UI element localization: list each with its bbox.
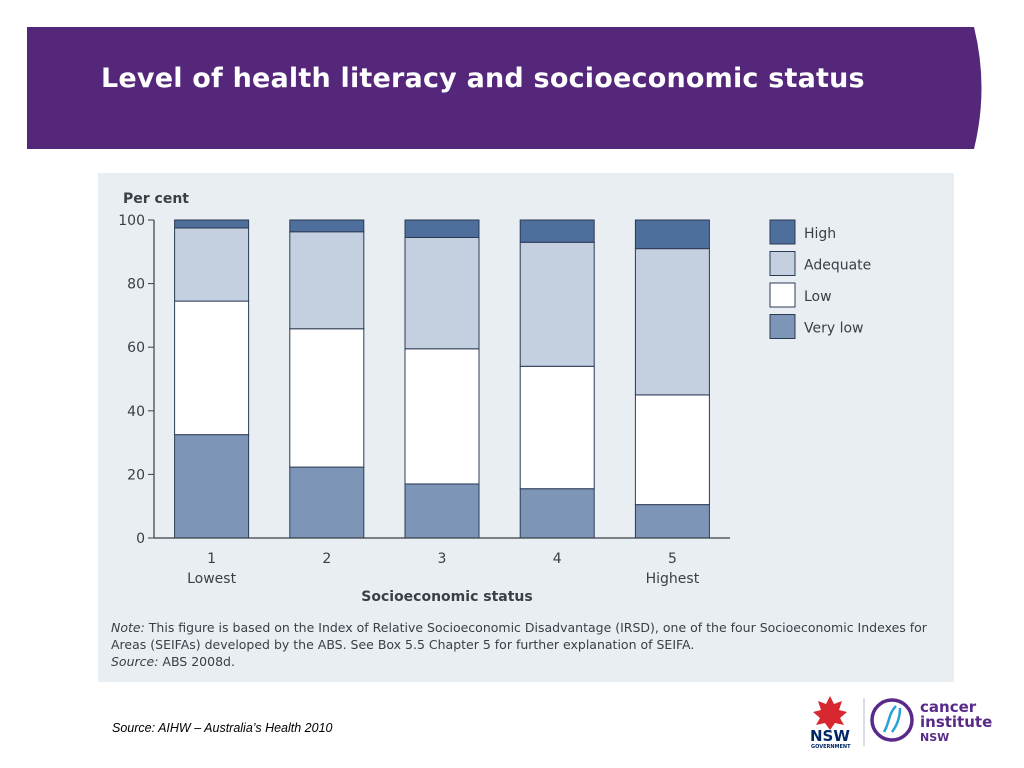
note-text: This figure is based on the Index of Rel… xyxy=(111,620,927,652)
bar-segment xyxy=(289,328,365,468)
legend-label: Very low xyxy=(804,321,864,337)
bar-segment xyxy=(289,231,365,330)
dna-icon xyxy=(882,705,902,733)
y-tick-label: 60 xyxy=(127,340,145,356)
legend-swatch xyxy=(769,219,796,245)
figure-panel: Per cent 0 20 40 60 80 100 1 Lowest 2 3 4 5 Highest So… xyxy=(98,173,954,682)
slide-source: Source: AIHW – Australia’s Health 2010 xyxy=(112,721,333,735)
bar-segment xyxy=(404,483,480,539)
figure-source-text: ABS 2008d. xyxy=(158,654,235,669)
x-tick-label: 5 xyxy=(668,551,677,567)
legend-swatch xyxy=(769,282,796,308)
institute-wordmark: institute xyxy=(920,713,992,731)
cancer-institute-logo: cancer institute NSW xyxy=(870,698,992,744)
logos: NSW GOVERNMENT cancer institute NSW xyxy=(804,692,1004,752)
legend-label: Adequate xyxy=(804,258,871,274)
cancer-institute-nsw-text: NSW xyxy=(920,731,949,744)
logo-group: NSW GOVERNMENT cancer institute NSW xyxy=(810,696,992,750)
bar-segment xyxy=(404,219,480,238)
y-axis-title: Per cent xyxy=(123,191,189,207)
note-line: Note: This figure is based on the Index … xyxy=(111,619,941,653)
bar-segment xyxy=(634,394,710,506)
bar-segment xyxy=(289,219,365,233)
bar-segment xyxy=(519,488,595,539)
x-tick-label: 2 xyxy=(322,551,331,567)
x-axis-title: Socioeconomic status xyxy=(361,589,532,605)
x-tick-label: 4 xyxy=(553,551,562,567)
x-tick-label: 1 xyxy=(207,551,216,567)
figure-source-label: Source: xyxy=(111,654,159,669)
bar-segment xyxy=(174,227,250,302)
bar-segment xyxy=(174,300,250,436)
cancer-wordmark: cancer xyxy=(920,698,977,716)
bar-segment xyxy=(519,241,595,367)
bar-segment xyxy=(174,434,250,539)
x-tick-sublabel: Lowest xyxy=(187,571,236,587)
waratah-icon xyxy=(813,696,847,730)
figure-notes: Note: This figure is based on the Index … xyxy=(111,619,941,670)
legend-label: Low xyxy=(804,289,832,305)
legend-swatch xyxy=(769,251,796,276)
bar-segment xyxy=(519,219,595,243)
y-tick-label: 80 xyxy=(127,277,145,293)
bar-segment xyxy=(404,348,480,485)
banner-shape xyxy=(27,27,982,149)
y-tick-label: 100 xyxy=(118,213,145,229)
nsw-wordmark: NSW xyxy=(810,727,850,745)
note-label: Note: xyxy=(111,620,145,635)
bar-segment xyxy=(404,236,480,350)
bar-segment xyxy=(634,219,710,250)
y-tick-label: 0 xyxy=(136,531,145,547)
legend-swatch xyxy=(769,314,796,339)
stacked-bar-chart: Per cent 0 20 40 60 80 100 1 Lowest 2 3 4 5 Highest So… xyxy=(118,191,871,605)
y-tick-label: 20 xyxy=(127,467,145,483)
legend-label: High xyxy=(804,226,836,242)
nsw-government-logo: NSW GOVERNMENT xyxy=(810,696,851,750)
bar-segment xyxy=(289,466,365,539)
bar-segment xyxy=(634,248,710,396)
x-tick-sublabel: Highest xyxy=(646,571,700,587)
slide-title: Level of health literacy and socioeconom… xyxy=(101,63,865,94)
nsw-government-text: GOVERNMENT xyxy=(811,744,851,750)
y-tick-label: 40 xyxy=(127,404,145,420)
title-banner: Level of health literacy and socioeconom… xyxy=(27,27,987,149)
x-tick-label: 3 xyxy=(438,551,447,567)
bar-segment xyxy=(634,504,710,539)
cancer-institute-ring-icon xyxy=(870,698,914,742)
figure-source-line: Source: ABS 2008d. xyxy=(111,653,941,670)
bar-segment xyxy=(174,219,250,229)
bar-segment xyxy=(519,365,595,490)
